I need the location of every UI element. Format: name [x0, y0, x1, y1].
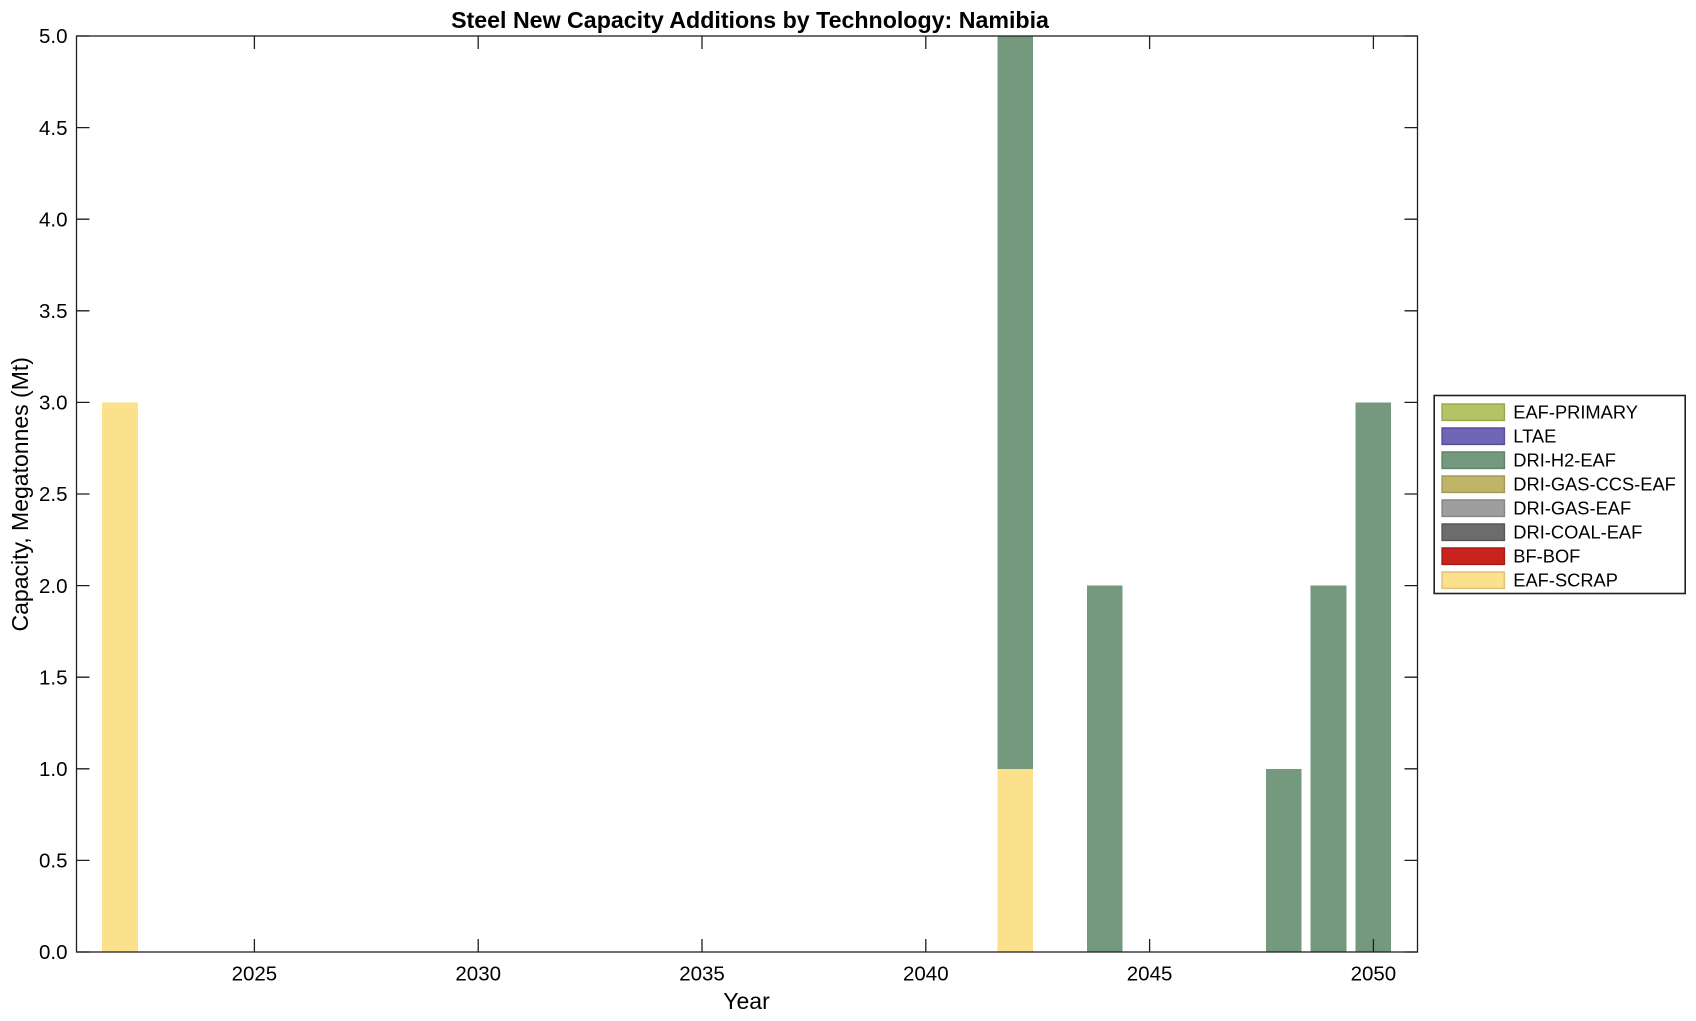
svg-text:2025: 2025	[232, 963, 278, 986]
svg-text:1.5: 1.5	[39, 666, 68, 689]
svg-text:3.0: 3.0	[39, 392, 68, 415]
svg-text:2050: 2050	[1351, 963, 1397, 986]
svg-text:5.0: 5.0	[39, 25, 68, 48]
svg-text:Capacity, Megatonnes (Mt): Capacity, Megatonnes (Mt)	[7, 357, 33, 631]
svg-text:3.5: 3.5	[39, 300, 68, 323]
svg-text:2045: 2045	[1127, 963, 1173, 986]
svg-text:BF-BOF: BF-BOF	[1513, 546, 1580, 567]
svg-text:0.5: 0.5	[39, 850, 68, 873]
svg-text:4.0: 4.0	[39, 208, 68, 231]
svg-text:1.0: 1.0	[39, 758, 68, 781]
svg-text:LTAE: LTAE	[1513, 426, 1556, 447]
svg-text:2.0: 2.0	[39, 575, 68, 598]
svg-text:DRI-H2-EAF: DRI-H2-EAF	[1513, 450, 1616, 471]
svg-text:2.5: 2.5	[39, 483, 68, 506]
svg-text:EAF-SCRAP: EAF-SCRAP	[1513, 570, 1618, 591]
svg-text:Year: Year	[723, 988, 770, 1014]
svg-text:DRI-GAS-EAF: DRI-GAS-EAF	[1513, 498, 1631, 519]
svg-text:Steel New Capacity Additions b: Steel New Capacity Additions by Technolo…	[451, 7, 1050, 33]
svg-text:EAF-PRIMARY: EAF-PRIMARY	[1513, 402, 1638, 423]
svg-text:2035: 2035	[679, 963, 725, 986]
svg-text:DRI-GAS-CCS-EAF: DRI-GAS-CCS-EAF	[1513, 474, 1676, 495]
svg-text:DRI-COAL-EAF: DRI-COAL-EAF	[1513, 522, 1642, 543]
svg-text:4.5: 4.5	[39, 117, 68, 140]
svg-text:2040: 2040	[903, 963, 949, 986]
svg-text:2030: 2030	[455, 963, 501, 986]
svg-text:0.0: 0.0	[39, 941, 68, 964]
